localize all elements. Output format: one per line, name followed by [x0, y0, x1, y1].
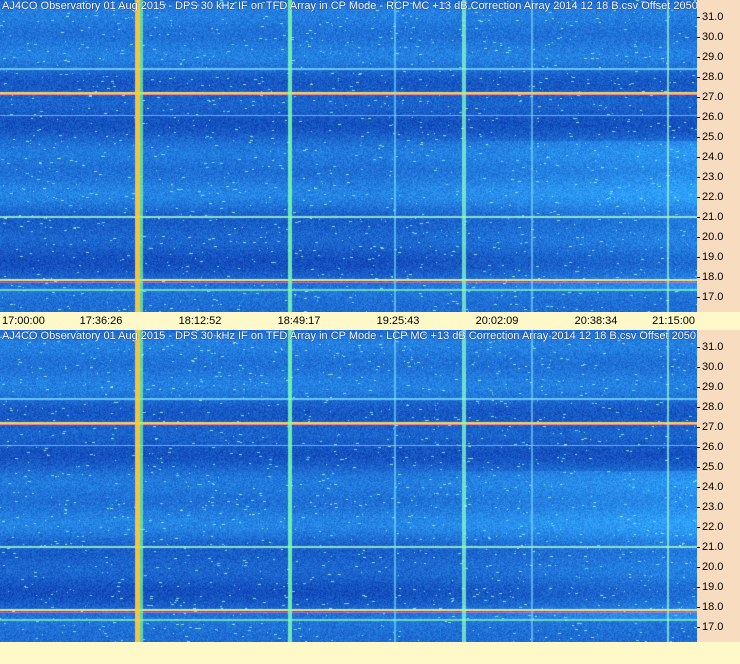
frequency-tick-label: 19.0 — [696, 251, 724, 263]
frequency-tick-label: 24.0 — [696, 481, 724, 493]
spectrogram-image-lcp — [0, 330, 697, 642]
spectrogram-plot-rcp[interactable]: AJ4CO Observatory 01 Aug 2015 - DPS 30 k… — [0, 0, 697, 312]
time-tick-label: 20:38:34 — [574, 315, 618, 327]
frequency-tick-label: 20.0 — [696, 231, 724, 243]
frequency-tick-label: 23.0 — [696, 171, 724, 183]
frequency-tick-label: 29.0 — [696, 381, 724, 393]
spectrogram-panel-lcp: AJ4CO Observatory 01 Aug 2015 - DPS 30 k… — [0, 330, 740, 642]
frequency-tick-label: 20.0 — [696, 561, 724, 573]
frequency-tick-label: 22.0 — [696, 191, 724, 203]
frequency-tick-label: 31.0 — [696, 11, 724, 23]
bottom-strip — [0, 642, 740, 664]
frequency-tick-label: 30.0 — [696, 31, 724, 43]
frequency-tick-label: 27.0 — [696, 91, 724, 103]
frequency-tick-label: 18.0 — [696, 271, 724, 283]
frequency-tick-label: 26.0 — [696, 111, 724, 123]
frequency-tick-label: 26.0 — [696, 441, 724, 453]
spectrogram-image-rcp — [0, 0, 697, 312]
time-tick-label: 21:15:00 — [652, 315, 695, 327]
frequency-tick-label: 22.0 — [696, 521, 724, 533]
frequency-tick-label: 28.0 — [696, 401, 724, 413]
spectrogram-panel-rcp: AJ4CO Observatory 01 Aug 2015 - DPS 30 k… — [0, 0, 740, 312]
panel-title-rcp: AJ4CO Observatory 01 Aug 2015 - DPS 30 k… — [2, 0, 697, 12]
time-tick-label: 19:25:43 — [376, 315, 420, 327]
frequency-tick-label: 21.0 — [696, 211, 724, 223]
frequency-tick-label: 17.0 — [696, 621, 724, 633]
time-tick-label: 17:00:00 — [2, 315, 45, 327]
frequency-tick-label: 23.0 — [696, 501, 724, 513]
frequency-axis-lcp: 31.0 30.0 29.0 28.0 27.0 26.0 25.0 24.0 23.0 22.0… — [696, 330, 740, 642]
frequency-tick-label: 24.0 — [696, 151, 724, 163]
frequency-tick-label: 28.0 — [696, 71, 724, 83]
frequency-axis-rcp: 31.0 30.0 29.0 28.0 27.0 26.0 25.0 24.0 23.0 22.0… — [696, 0, 740, 312]
time-tick-label: 18:12:52 — [178, 315, 222, 327]
time-axis: 17:00:00 17:36:26 18:12:52 18:49:17 19:25:43… — [0, 312, 740, 330]
time-tick-label: 18:49:17 — [277, 315, 321, 327]
frequency-tick-label: 29.0 — [696, 51, 724, 63]
spectrogram-plot-lcp[interactable]: AJ4CO Observatory 01 Aug 2015 - DPS 30 k… — [0, 330, 697, 642]
frequency-tick-label: 25.0 — [696, 131, 724, 143]
time-tick-label: 20:02:09 — [475, 315, 519, 327]
frequency-tick-label: 19.0 — [696, 581, 724, 593]
frequency-tick-label: 17.0 — [696, 291, 724, 303]
frequency-tick-label: 30.0 — [696, 361, 724, 373]
panel-title-lcp: AJ4CO Observatory 01 Aug 2015 - DPS 30 k… — [2, 330, 697, 342]
frequency-tick-label: 25.0 — [696, 461, 724, 473]
frequency-tick-label: 31.0 — [696, 341, 724, 353]
frequency-tick-label: 27.0 — [696, 421, 724, 433]
time-tick-label: 17:36:26 — [79, 315, 123, 327]
frequency-tick-label: 21.0 — [696, 541, 724, 553]
frequency-tick-label: 18.0 — [696, 601, 724, 613]
